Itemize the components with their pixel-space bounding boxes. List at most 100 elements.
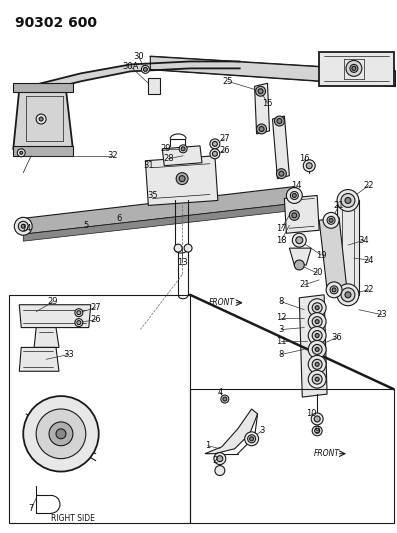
Text: 15: 15 bbox=[262, 99, 273, 108]
Circle shape bbox=[292, 193, 296, 198]
Text: 28: 28 bbox=[163, 154, 173, 163]
Circle shape bbox=[350, 64, 358, 72]
Circle shape bbox=[245, 432, 258, 446]
Polygon shape bbox=[23, 187, 294, 234]
Circle shape bbox=[312, 359, 322, 369]
Text: 26: 26 bbox=[220, 147, 230, 155]
Text: 7: 7 bbox=[29, 504, 34, 513]
Circle shape bbox=[174, 244, 182, 252]
Circle shape bbox=[327, 216, 335, 224]
Circle shape bbox=[308, 299, 326, 317]
Polygon shape bbox=[162, 146, 202, 166]
Circle shape bbox=[75, 309, 83, 317]
Text: 18: 18 bbox=[276, 236, 287, 245]
Circle shape bbox=[294, 260, 304, 270]
Polygon shape bbox=[319, 217, 347, 290]
Circle shape bbox=[36, 409, 86, 458]
Polygon shape bbox=[284, 196, 319, 233]
Circle shape bbox=[292, 233, 306, 247]
Circle shape bbox=[176, 173, 188, 184]
Circle shape bbox=[303, 160, 315, 172]
Circle shape bbox=[290, 191, 298, 199]
Circle shape bbox=[274, 116, 284, 126]
Polygon shape bbox=[148, 78, 160, 94]
Polygon shape bbox=[319, 52, 393, 86]
Circle shape bbox=[315, 320, 319, 324]
Circle shape bbox=[289, 211, 299, 220]
Polygon shape bbox=[272, 116, 289, 179]
Polygon shape bbox=[34, 328, 59, 348]
Polygon shape bbox=[13, 146, 73, 156]
Circle shape bbox=[329, 219, 333, 222]
Text: 27: 27 bbox=[91, 303, 101, 312]
Text: 17: 17 bbox=[276, 224, 287, 233]
Circle shape bbox=[210, 149, 220, 159]
Circle shape bbox=[315, 429, 320, 433]
Circle shape bbox=[346, 60, 362, 76]
Circle shape bbox=[312, 374, 322, 384]
Polygon shape bbox=[150, 56, 396, 86]
Polygon shape bbox=[13, 83, 73, 92]
Circle shape bbox=[221, 395, 229, 403]
Circle shape bbox=[184, 244, 192, 252]
Circle shape bbox=[326, 282, 342, 298]
Text: RIGHT SIDE: RIGHT SIDE bbox=[51, 514, 95, 523]
Circle shape bbox=[248, 435, 256, 443]
Circle shape bbox=[212, 141, 218, 147]
Text: 5: 5 bbox=[83, 221, 89, 230]
Circle shape bbox=[308, 327, 326, 344]
Text: 4: 4 bbox=[217, 387, 222, 397]
Circle shape bbox=[214, 453, 226, 465]
Circle shape bbox=[323, 212, 339, 228]
Text: 6: 6 bbox=[116, 214, 121, 223]
Polygon shape bbox=[205, 409, 258, 454]
Text: 26: 26 bbox=[91, 315, 101, 324]
Circle shape bbox=[276, 168, 286, 179]
Circle shape bbox=[49, 422, 73, 446]
Circle shape bbox=[330, 286, 338, 294]
Circle shape bbox=[286, 188, 302, 204]
Circle shape bbox=[312, 303, 322, 313]
Circle shape bbox=[39, 117, 43, 121]
Text: FRONT: FRONT bbox=[209, 298, 235, 307]
Text: 14: 14 bbox=[291, 181, 302, 190]
Circle shape bbox=[250, 437, 254, 441]
Text: 11: 11 bbox=[276, 337, 287, 346]
Text: 22: 22 bbox=[364, 285, 374, 294]
Text: 23: 23 bbox=[376, 310, 387, 319]
Circle shape bbox=[143, 67, 147, 71]
Circle shape bbox=[223, 397, 227, 401]
Circle shape bbox=[77, 311, 81, 314]
Circle shape bbox=[279, 171, 284, 176]
Circle shape bbox=[308, 341, 326, 358]
Polygon shape bbox=[13, 89, 73, 149]
Text: 12: 12 bbox=[276, 313, 287, 322]
Text: 3: 3 bbox=[259, 426, 264, 435]
Text: 16: 16 bbox=[299, 154, 310, 163]
Circle shape bbox=[217, 456, 223, 462]
Circle shape bbox=[315, 348, 319, 351]
Polygon shape bbox=[21, 61, 240, 97]
Text: 20: 20 bbox=[312, 269, 322, 278]
Circle shape bbox=[259, 126, 264, 132]
Text: 22: 22 bbox=[364, 181, 374, 190]
Circle shape bbox=[179, 176, 185, 182]
Text: 3: 3 bbox=[279, 325, 284, 334]
Text: 36: 36 bbox=[331, 333, 342, 342]
Polygon shape bbox=[254, 83, 270, 134]
Circle shape bbox=[215, 466, 225, 475]
Circle shape bbox=[36, 114, 46, 124]
Circle shape bbox=[341, 193, 355, 207]
Circle shape bbox=[17, 149, 25, 157]
Circle shape bbox=[21, 224, 25, 228]
Circle shape bbox=[56, 429, 66, 439]
Text: 35: 35 bbox=[147, 191, 158, 200]
Circle shape bbox=[20, 151, 23, 154]
Circle shape bbox=[337, 190, 359, 212]
Text: 19: 19 bbox=[316, 251, 326, 260]
Text: 9: 9 bbox=[314, 426, 320, 435]
Circle shape bbox=[315, 306, 319, 310]
Polygon shape bbox=[23, 204, 294, 241]
Circle shape bbox=[14, 217, 32, 235]
Circle shape bbox=[179, 145, 187, 153]
